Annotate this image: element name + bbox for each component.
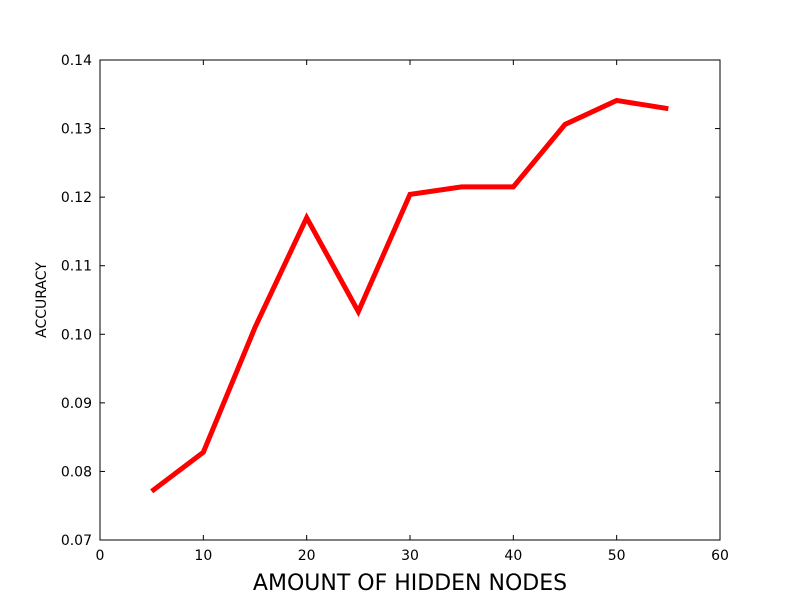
y-tick-label: 0.08: [61, 464, 92, 480]
y-axis-label: ACCURACY: [34, 262, 50, 338]
y-tick-label: 0.09: [61, 396, 92, 412]
x-axis-label: AMOUNT OF HIDDEN NODES: [253, 571, 567, 596]
y-tick-label: 0.13: [61, 122, 92, 138]
y-tick-label: 0.07: [61, 533, 92, 549]
ticks-layer: 0 10 20 30 40 50 60 0.07 0.08 0.09 0.10 0.11 0.12 0.1…: [61, 53, 729, 564]
series-layer: [150, 97, 669, 494]
y-tick-label: 0.10: [61, 327, 92, 343]
plot-area: [100, 60, 720, 540]
x-tick-label: 10: [194, 548, 212, 564]
x-tick-label: 20: [298, 548, 316, 564]
x-tick-label: 0: [96, 548, 105, 564]
y-tick-label: 0.12: [61, 190, 92, 206]
plot-frame: [99, 59, 721, 541]
y-tick-label: 0.14: [61, 53, 92, 69]
y-tick-label: 0.11: [61, 259, 92, 275]
x-tick-label: 60: [711, 548, 729, 564]
x-tick-label: 50: [608, 548, 626, 564]
x-tick-label: 30: [401, 548, 419, 564]
x-tick-label: 40: [504, 548, 522, 564]
